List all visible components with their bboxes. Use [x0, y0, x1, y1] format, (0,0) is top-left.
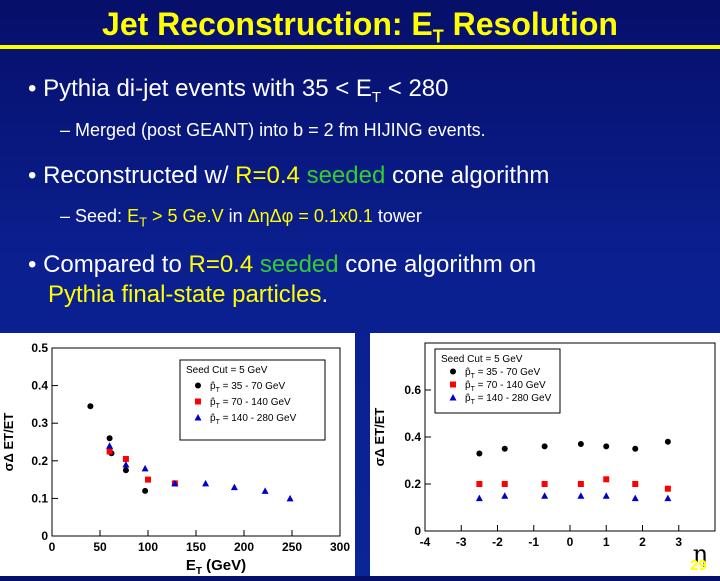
data-point-series-3 — [501, 492, 509, 499]
y-axis-label: σΔ ET/ET — [1, 413, 16, 472]
data-point-series-3 — [230, 483, 238, 491]
legend-marker-3 — [194, 414, 202, 421]
x-tick-label: -2 — [492, 535, 503, 549]
bullet-reconstructed: • Reconstructed w/ R=0.4 seeded cone alg… — [28, 162, 550, 189]
y-tick-label: 0.4 — [404, 430, 421, 444]
legend-box — [179, 359, 326, 441]
chart-eta-resolution: -4 -3 -2 -1 0 1 2 3 0 0.2 0.4 0.6 σΔ ET/ET Seed Cut =… — [372, 342, 716, 549]
plot-et-resolution: 0 50 100 150 200 250 300 0 0.1 0.2 0.3 0.4 0.5 σΔ ET/… — [0, 333, 355, 577]
data-point-series-3 — [286, 494, 294, 502]
data-point-series-3 — [106, 442, 114, 449]
data-point-series-3 — [631, 494, 639, 502]
legend-entry-1: p̂T = 35 - 70 GeV — [210, 380, 285, 394]
legend-entry-2: p̂T = 70 - 140 GeV — [465, 379, 546, 393]
x-tick-label: 250 — [282, 540, 302, 554]
legend-entry-3: p̂T = 140 - 280 GeV — [210, 412, 297, 426]
y-tick-label: 0.3 — [31, 416, 48, 430]
data-point-series-3 — [602, 492, 610, 499]
legend-marker-1 — [450, 368, 456, 375]
x-tick-label: 3 — [675, 535, 682, 549]
plot-eta-resolution: -4 -3 -2 -1 0 1 2 3 0 0.2 0.4 0.6 σΔ ET/ET Seed Cut =… — [370, 333, 720, 576]
data-point-series-1 — [87, 403, 94, 410]
y-tick-label: 0.1 — [31, 491, 48, 505]
data-point-series-3 — [475, 494, 483, 502]
legend-entry-3: p̂T = 140 - 280 GeV — [465, 392, 552, 406]
x-tick-label: 150 — [186, 540, 206, 554]
data-point-series-2 — [145, 476, 151, 483]
x-tick-label: 0 — [49, 540, 56, 554]
data-point-series-1 — [122, 467, 129, 474]
x-tick-label: 300 — [330, 540, 350, 554]
y-tick-label: 0.6 — [404, 383, 421, 397]
x-tick-label: 50 — [93, 540, 107, 554]
y-axis-label: σΔ ET/ET — [372, 408, 387, 467]
data-point-series-2 — [603, 476, 610, 483]
data-point-series-1 — [476, 450, 483, 457]
page-number: 29 — [690, 557, 707, 574]
sub-bullet-seed: – Seed: ET > 5 Ge.V in ΔηΔφ = 0.1x0.1 to… — [60, 206, 422, 230]
x-tick-label: 100 — [138, 540, 158, 554]
data-point-series-3 — [122, 461, 130, 468]
legend-marker-3 — [449, 394, 457, 401]
data-point-series-1 — [577, 441, 584, 448]
data-point-series-1 — [106, 435, 113, 442]
legend-entry-1: p̂T = 35 - 70 GeV — [465, 366, 540, 380]
data-point-series-3 — [171, 479, 179, 487]
x-tick-label: -3 — [456, 535, 467, 549]
data-point-series-1 — [664, 438, 671, 445]
y-tick-label: 0 — [414, 524, 421, 538]
title-underline — [0, 45, 720, 49]
data-point-series-1 — [603, 443, 610, 450]
data-point-series-2 — [664, 485, 671, 492]
x-axis-label: ET (GeV) — [186, 557, 246, 576]
data-point-series-1 — [632, 445, 639, 452]
data-point-series-1 — [142, 487, 149, 494]
legend-marker-2 — [450, 381, 456, 388]
x-tick-label: -4 — [420, 535, 431, 549]
data-point-series-2 — [476, 481, 483, 487]
x-tick-label: 0 — [567, 535, 574, 549]
data-point-series-2 — [541, 481, 548, 487]
x-tick-label: 2 — [639, 535, 646, 549]
data-point-series-3 — [261, 487, 269, 494]
y-tick-label: 0.2 — [404, 477, 421, 491]
y-tick-label: 0.4 — [31, 379, 48, 393]
y-tick-label: 0.2 — [31, 454, 48, 468]
data-point-series-1 — [501, 445, 508, 452]
y-tick-label: 0.5 — [31, 341, 48, 355]
sub-bullet-merged: – Merged (post GEANT) into b = 2 fm HIJI… — [60, 120, 486, 140]
y-tick-label: 0 — [41, 529, 48, 543]
data-point-series-2 — [106, 448, 113, 455]
data-point-series-3 — [577, 492, 585, 499]
data-point-series-3 — [664, 494, 672, 502]
legend-marker-1 — [195, 382, 201, 389]
legend-entry-2: p̂T = 70 - 140 GeV — [210, 396, 291, 410]
slide-title: Jet Reconstruction: ET Resolution — [102, 6, 618, 47]
legend-title: Seed Cut = 5 GeV — [186, 365, 268, 376]
data-point-series-3 — [202, 479, 210, 487]
data-point-series-2 — [501, 481, 508, 487]
legend-box — [434, 348, 561, 414]
bullet-pythia: • Pythia di-jet events with 35 < ET < 28… — [28, 75, 449, 106]
data-point-series-2 — [577, 481, 584, 487]
x-tick-label: -1 — [528, 535, 539, 549]
bullet-compared: • Compared to R=0.4 seeded cone algorith… — [28, 251, 537, 308]
data-point-series-3 — [541, 492, 549, 499]
data-point-series-2 — [632, 481, 639, 487]
chart-et-resolution: 0 50 100 150 200 250 300 0 0.1 0.2 0.3 0.4 0.5 σΔ ET/… — [1, 341, 350, 577]
x-tick-label: 1 — [603, 535, 610, 549]
x-tick-label: 200 — [234, 540, 254, 554]
legend-title: Seed Cut = 5 GeV — [441, 354, 523, 365]
data-point-series-3 — [141, 464, 149, 472]
data-point-series-1 — [541, 443, 548, 450]
legend-marker-2 — [195, 398, 201, 405]
data-point-series-2 — [122, 455, 129, 462]
